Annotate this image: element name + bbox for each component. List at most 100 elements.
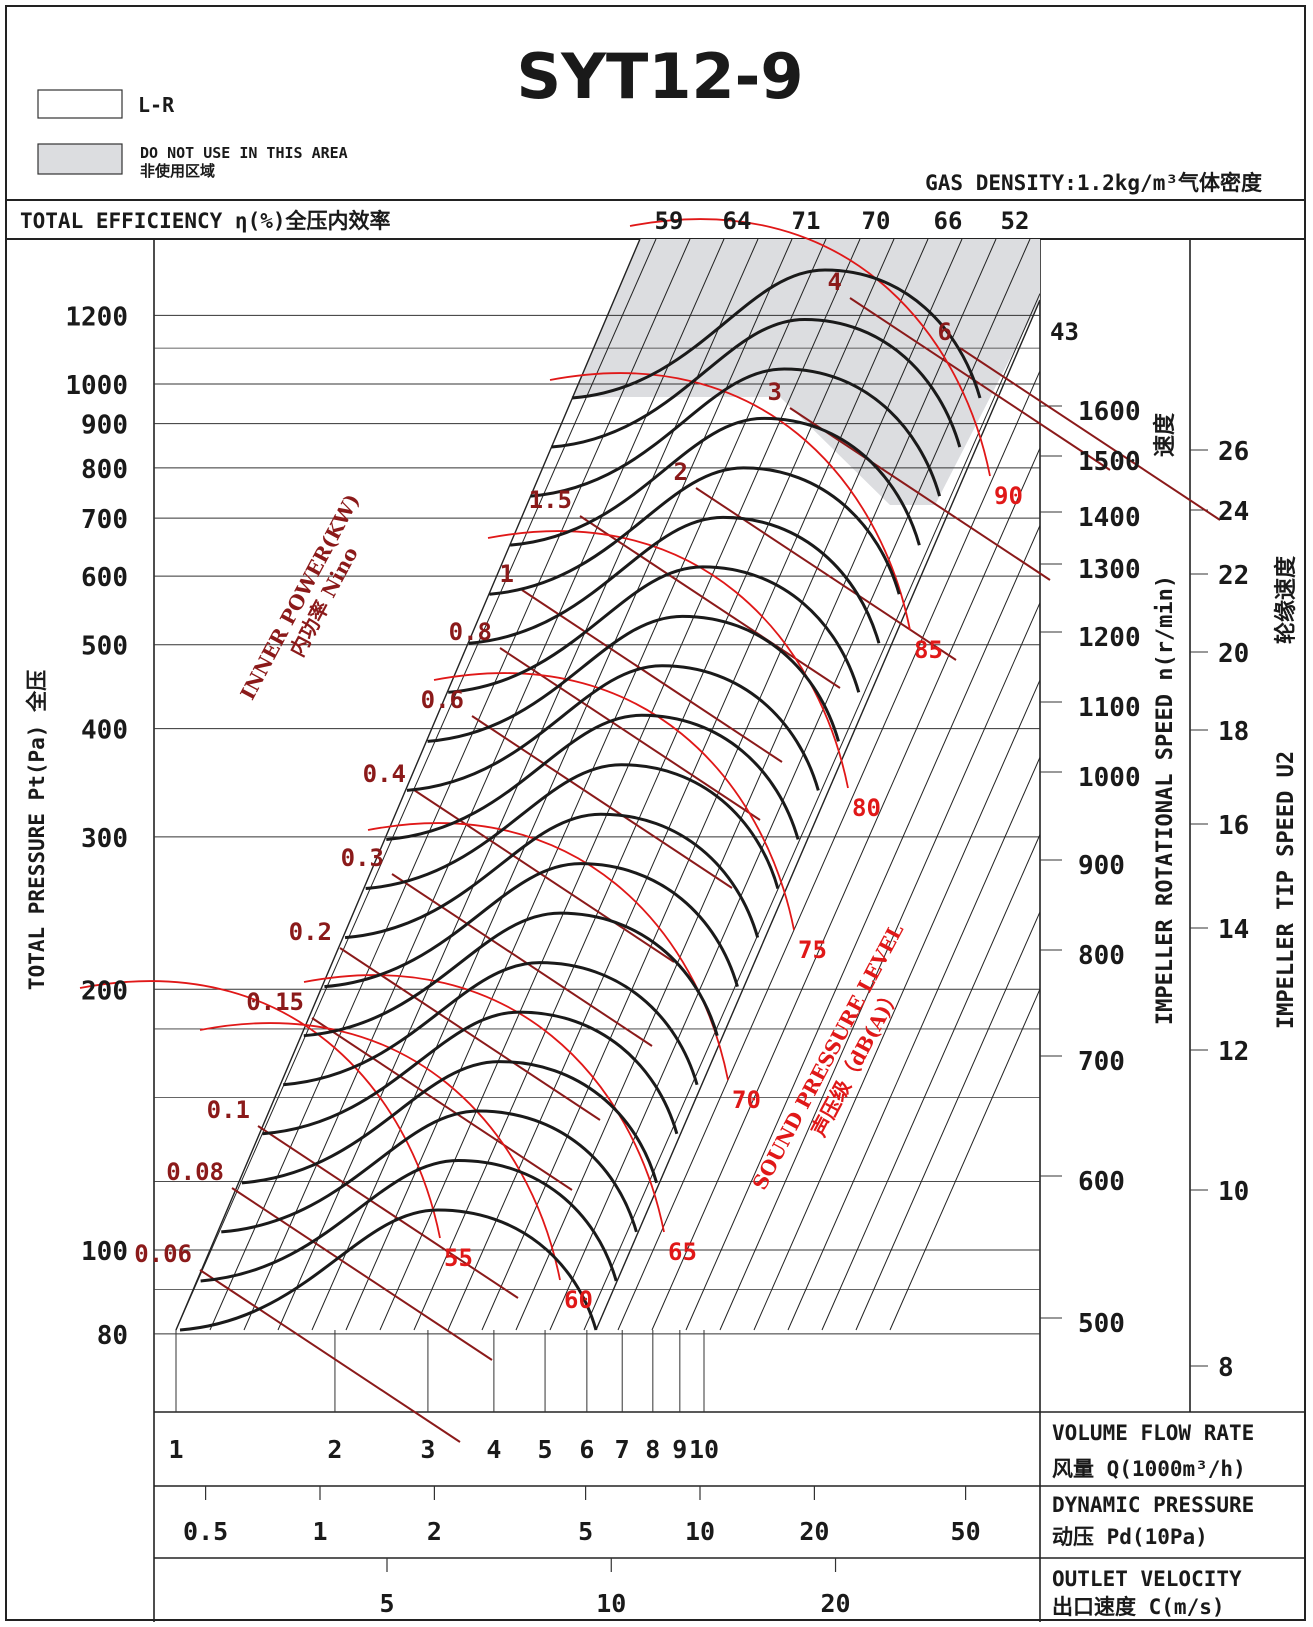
x-tick-label-dynamic: 10 bbox=[685, 1517, 715, 1546]
x-tick-label-dynamic: 50 bbox=[951, 1517, 981, 1546]
power-value-label: 0.8 bbox=[449, 618, 492, 646]
region-right-edge bbox=[595, 299, 1041, 1331]
pressure-curve bbox=[200, 1159, 618, 1283]
x-tick-label-flow: 3 bbox=[420, 1435, 435, 1464]
power-line bbox=[959, 347, 1221, 521]
efficiency-value: 64 bbox=[723, 207, 752, 235]
power-value-label: 3 bbox=[768, 378, 782, 406]
y-tick-label: 1000 bbox=[65, 371, 128, 401]
y-axis-title: TOTAL PRESSURE Pt(Pa) 全压 bbox=[25, 670, 49, 990]
speed-tick-label: 1200 bbox=[1078, 623, 1141, 653]
x-tick-label-flow: 1 bbox=[168, 1435, 183, 1464]
system-line bbox=[719, 602, 1041, 1331]
pressure-curve bbox=[344, 812, 760, 940]
pressure-curve bbox=[365, 763, 780, 891]
sound-curve bbox=[487, 530, 849, 789]
x-tick-label-flow: 5 bbox=[538, 1435, 553, 1464]
power-value-label: 0.06 bbox=[134, 1240, 192, 1268]
tip-tick-label: 12 bbox=[1218, 1037, 1249, 1067]
efficiency-header: TOTAL EFFICIENCY η(%)全压内效率 bbox=[20, 209, 391, 233]
y-tick-label: 80 bbox=[97, 1321, 128, 1351]
tip-axis-title-cn: 轮缘速度 bbox=[1273, 555, 1299, 644]
region-left-edge bbox=[175, 238, 641, 1331]
power-value-label: 6 bbox=[938, 318, 952, 346]
power-value-label: 0.3 bbox=[341, 844, 384, 872]
x-tick-label-flow: 9 bbox=[672, 1435, 687, 1464]
sound-value-label: 80 bbox=[852, 794, 881, 822]
tip-tick-label: 10 bbox=[1218, 1177, 1249, 1207]
sound-title: SOUND PRESSURE LEVEL bbox=[747, 920, 908, 1194]
system-line bbox=[209, 238, 691, 1331]
x-tick-label-dynamic: 5 bbox=[578, 1517, 593, 1546]
pressure-curve bbox=[530, 367, 942, 498]
pressure-curve bbox=[262, 1010, 679, 1136]
speed-tick-label: 500 bbox=[1078, 1309, 1125, 1339]
power-value-label: 4 bbox=[828, 268, 842, 296]
y-tick-label: 700 bbox=[81, 505, 128, 535]
sound-value-label: 90 bbox=[994, 482, 1023, 510]
sound-curve bbox=[199, 1022, 561, 1281]
outer-frame bbox=[5, 5, 1306, 1621]
system-line bbox=[889, 988, 1041, 1331]
velocity-axis-title: OUTLET VELOCITY bbox=[1052, 1567, 1242, 1591]
speed-tick-label: 900 bbox=[1078, 851, 1125, 881]
grid bbox=[154, 314, 1208, 1572]
power-lines bbox=[199, 297, 1221, 1443]
x-tick-label-velocity: 20 bbox=[820, 1589, 850, 1618]
x-tick-label-flow: 10 bbox=[689, 1435, 719, 1464]
x-tick-label-dynamic: 1 bbox=[312, 1517, 327, 1546]
tip-tick-label: 26 bbox=[1218, 437, 1249, 467]
pressure-curve bbox=[179, 1208, 598, 1332]
speed-tick-label: 1400 bbox=[1078, 503, 1141, 533]
efficiency-value: 52 bbox=[1001, 207, 1030, 235]
system-line bbox=[379, 238, 861, 1331]
system-line bbox=[617, 370, 1041, 1331]
tip-axis-title: IMPELLER TIP SPEED U2 bbox=[1274, 751, 1299, 1029]
legend-label-lr: L-R bbox=[138, 93, 175, 117]
pressure-curve bbox=[221, 1109, 638, 1234]
system-line bbox=[175, 238, 657, 1331]
x-tick-label-velocity: 5 bbox=[379, 1589, 394, 1618]
y-tick-label: 900 bbox=[81, 411, 128, 441]
x-tick-label-dynamic: 0.5 bbox=[183, 1517, 228, 1546]
tip-tick-label: 14 bbox=[1218, 915, 1249, 945]
dynamic-axis-title: DYNAMIC PRESSURE bbox=[1052, 1493, 1254, 1517]
system-line bbox=[855, 911, 1041, 1331]
power-line bbox=[471, 715, 733, 889]
flow-axis-title-cn: 风量 Q(1000m³/h) bbox=[1052, 1457, 1246, 1481]
pressure-curve bbox=[386, 713, 800, 841]
sound-value-label: 75 bbox=[798, 936, 827, 964]
x-tick-label-dynamic: 2 bbox=[427, 1517, 442, 1546]
x-tick-label-flow: 6 bbox=[579, 1435, 594, 1464]
x-tick-label-flow: 8 bbox=[645, 1435, 660, 1464]
tip-tick-label: 20 bbox=[1218, 639, 1249, 669]
sound-value-label: 60 bbox=[564, 1286, 593, 1314]
tip-tick-label: 18 bbox=[1218, 717, 1249, 747]
power-line bbox=[257, 1125, 519, 1299]
speed-tick-label: 1300 bbox=[1078, 555, 1141, 585]
pressure-curve bbox=[468, 515, 881, 645]
sound-value-label: 70 bbox=[732, 1086, 761, 1114]
efficiency-value: 43 bbox=[1050, 318, 1079, 346]
pressure-curve bbox=[303, 911, 719, 1038]
pressure-curve bbox=[509, 416, 921, 547]
pressure-curve bbox=[551, 317, 962, 449]
flow-axis-title: VOLUME FLOW RATE bbox=[1052, 1421, 1254, 1445]
sound-value-label: 65 bbox=[668, 1238, 697, 1266]
legend-label-donotuse: DO NOT USE IN THIS AREA bbox=[140, 144, 348, 162]
y-tick-label: 600 bbox=[81, 563, 128, 593]
y-tick-label: 500 bbox=[81, 632, 128, 662]
gas-density: GAS DENSITY:1.2kg/m³气体密度 bbox=[925, 171, 1262, 195]
power-line bbox=[849, 297, 1111, 471]
x-tick-label-flow: 7 bbox=[615, 1435, 630, 1464]
x-tick-label-flow: 4 bbox=[486, 1435, 501, 1464]
power-line bbox=[413, 789, 675, 963]
y-tick-label: 300 bbox=[81, 824, 128, 854]
power-value-label: 0.6 bbox=[421, 686, 464, 714]
sound-value-label: 55 bbox=[444, 1244, 473, 1272]
sound-curve bbox=[79, 980, 441, 1239]
tip-tick-label: 24 bbox=[1218, 497, 1249, 527]
system-line bbox=[821, 834, 1041, 1331]
tip-tick-label: 8 bbox=[1218, 1353, 1234, 1383]
power-value-label: 0.15 bbox=[246, 988, 304, 1016]
